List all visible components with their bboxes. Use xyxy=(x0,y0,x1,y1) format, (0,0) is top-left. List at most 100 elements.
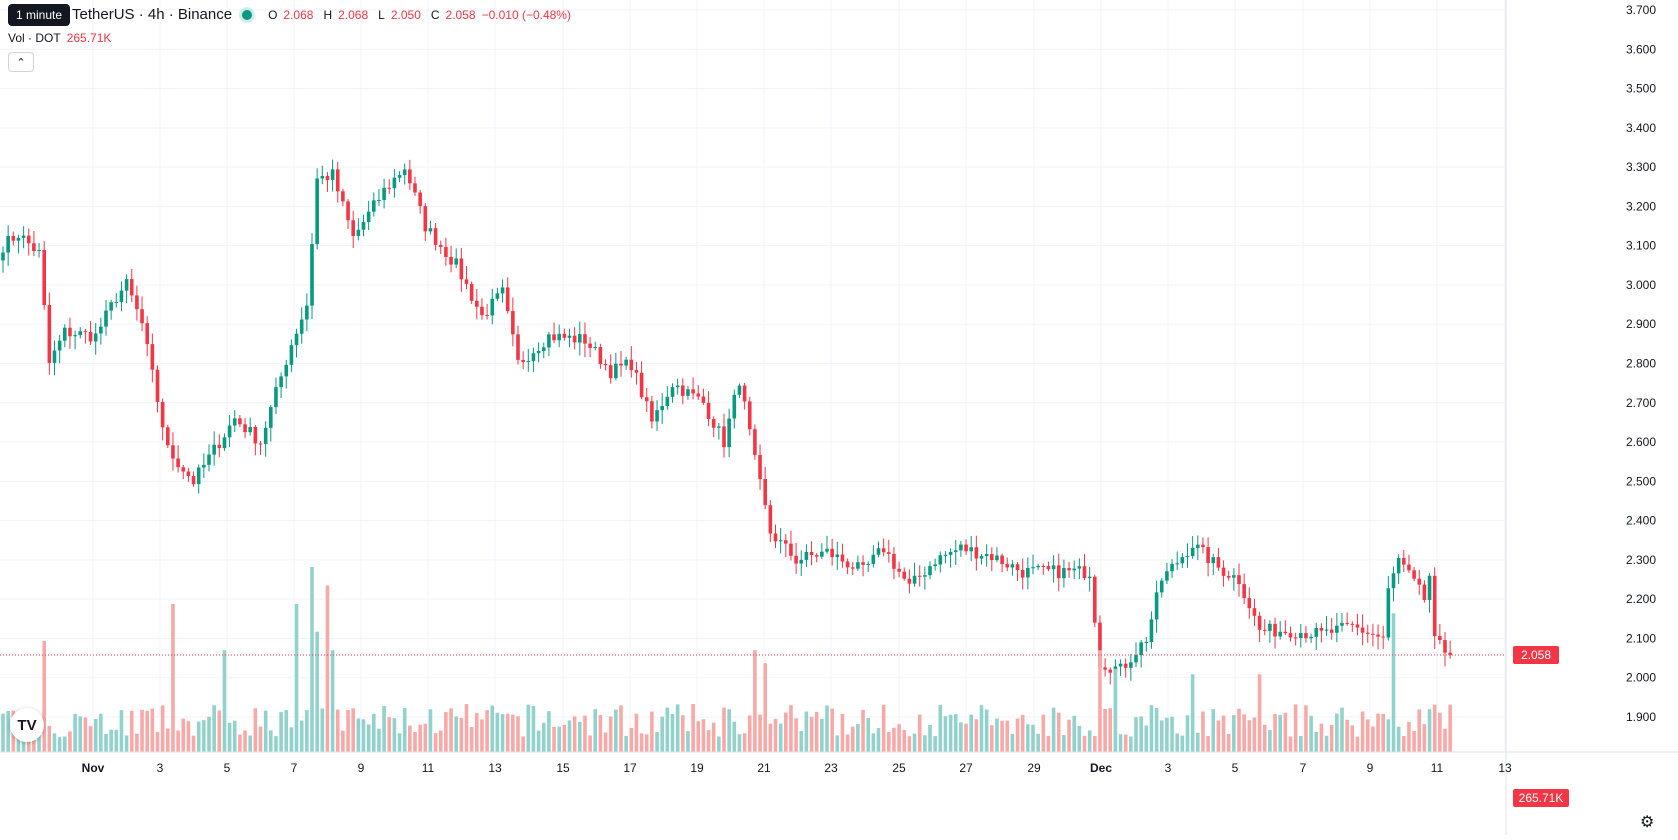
candle-body xyxy=(176,458,180,468)
volume-bar xyxy=(73,713,77,752)
candle-body xyxy=(160,401,165,428)
candle-body xyxy=(1402,558,1406,565)
volume-bar xyxy=(1087,730,1092,752)
volume-bar xyxy=(1237,708,1241,752)
volume-bar xyxy=(351,708,355,752)
collapse-legend-button[interactable]: ⌃ xyxy=(8,52,34,72)
price-tick-label: 2.700 xyxy=(1626,396,1656,410)
candle-body xyxy=(1159,580,1164,593)
volume-bar xyxy=(1309,715,1313,752)
candle-body xyxy=(892,553,896,569)
volume-bar xyxy=(1221,715,1226,752)
volume-bar xyxy=(552,727,556,752)
close-value: 2.058 xyxy=(445,7,476,22)
candle-body xyxy=(1149,619,1154,642)
volume-bar xyxy=(356,718,361,752)
candle-body xyxy=(1185,556,1190,558)
candle-body xyxy=(938,555,943,565)
volume-bar xyxy=(279,712,283,752)
volume-bar xyxy=(809,716,814,752)
volume-bar xyxy=(1159,720,1164,752)
time-tick-label: Dec xyxy=(1090,761,1112,775)
time-axis[interactable]: Nov 3 5 7 9 11 13 15 17 19 21 23 25 27 29 Dec 3 5 7 9 11 13 xyxy=(0,751,1678,775)
volume-bar xyxy=(943,716,948,752)
candle-body xyxy=(717,426,721,428)
candle-body xyxy=(814,555,819,557)
candle-body xyxy=(670,387,675,397)
price-axis[interactable]: 3.700 3.600 3.500 3.400 3.300 3.200 3.100 3.000… xyxy=(1505,0,1656,835)
time-tick-label: 21 xyxy=(757,761,771,775)
candle-body xyxy=(505,287,510,312)
volume-bar xyxy=(887,731,891,752)
candle-body xyxy=(1386,588,1391,638)
candle-body xyxy=(449,256,453,265)
gear-icon[interactable]: ⚙ xyxy=(1640,814,1655,831)
volume-bar xyxy=(335,709,340,752)
volume-bar xyxy=(778,723,783,752)
volume-bar xyxy=(222,650,227,752)
candle-body xyxy=(655,410,659,422)
candle-body xyxy=(572,335,577,343)
volume-legend[interactable]: Vol · DOT 265.71K xyxy=(8,31,111,45)
candle-body xyxy=(1242,584,1246,599)
volume-bar xyxy=(1283,712,1288,752)
candle-body xyxy=(166,427,170,446)
candle-body xyxy=(269,407,273,428)
volume-bar xyxy=(263,710,268,752)
candle-body xyxy=(1108,669,1113,673)
candle-body xyxy=(881,548,886,553)
candle-body xyxy=(1206,547,1210,564)
volume-bar xyxy=(974,719,979,752)
volume-bar xyxy=(320,708,325,752)
candle-body xyxy=(578,334,582,343)
volume-bar xyxy=(289,727,294,752)
volume-bar xyxy=(541,722,546,752)
volume-bar xyxy=(464,704,469,752)
volume-bar xyxy=(1360,711,1365,752)
candle-body xyxy=(995,555,999,561)
candle-body xyxy=(382,187,386,200)
candle-body xyxy=(552,334,556,341)
volume-bar xyxy=(773,718,778,752)
volume-bar xyxy=(1252,717,1257,752)
candle-body xyxy=(773,533,778,542)
candle-body xyxy=(768,505,773,534)
candle-body xyxy=(1072,568,1076,571)
candle-body xyxy=(866,563,870,565)
candle-body xyxy=(366,211,371,223)
candle-body xyxy=(974,547,979,559)
volume-bar xyxy=(876,727,881,752)
candle-body xyxy=(325,176,330,180)
candle-body xyxy=(1262,629,1267,631)
candle-body xyxy=(490,298,495,316)
symbol-title[interactable]: TetherUS · 4h · Binance xyxy=(72,6,233,23)
volume-bar xyxy=(979,705,984,752)
volume-bar xyxy=(1180,735,1185,752)
candle-body xyxy=(1031,567,1035,569)
candle-body xyxy=(1432,575,1437,637)
volume-bar xyxy=(212,705,216,752)
tradingview-logo[interactable]: TV xyxy=(10,708,44,742)
volume-bar xyxy=(305,710,309,752)
candle-body xyxy=(1175,563,1179,565)
candle-body xyxy=(820,551,824,557)
high-label: H xyxy=(323,7,333,22)
volume-bar xyxy=(995,718,999,752)
candle-body xyxy=(1165,571,1169,581)
volume-bar xyxy=(959,722,963,752)
volume-bar xyxy=(402,708,407,752)
candle-body xyxy=(202,464,206,468)
volume-bar xyxy=(850,726,855,752)
time-tick-label: 13 xyxy=(1498,761,1512,775)
volume-bar xyxy=(614,709,618,752)
volume-bar xyxy=(505,713,510,752)
price-tick-label: 3.000 xyxy=(1626,278,1656,292)
volume-bar xyxy=(1129,736,1133,752)
candle-body xyxy=(124,279,129,291)
candle-body xyxy=(1082,566,1087,579)
candle-body xyxy=(917,575,922,577)
volume-bar xyxy=(140,709,144,752)
candle-body xyxy=(6,235,10,253)
